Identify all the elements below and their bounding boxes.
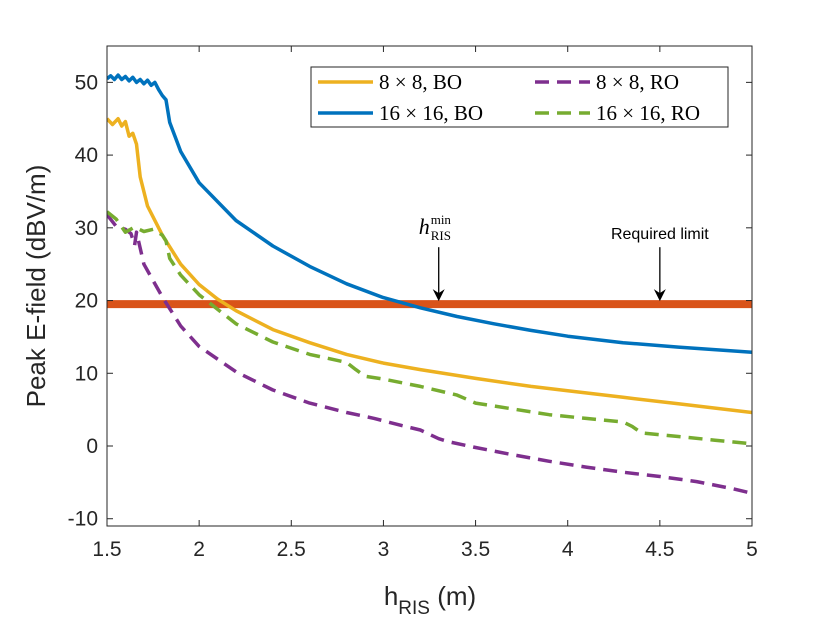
x-tick-label: 1.5: [92, 538, 121, 561]
legend-label-4: 16 × 16, RO: [596, 101, 700, 125]
x-tick-label: 5: [746, 538, 758, 561]
plot-frame: [106, 45, 753, 527]
legend-box: [310, 66, 729, 128]
y-axis-label: Peak E-field (dBV/m): [21, 165, 51, 408]
x-tick-label: 3: [378, 538, 390, 561]
series-line-4: [107, 210, 752, 446]
series-line-3: [107, 213, 752, 496]
x-tick-label: 2.5: [277, 538, 306, 561]
y-tick-label: 30: [75, 217, 98, 240]
y-tick-label: 40: [75, 144, 98, 167]
x-axis-label-unit: (m): [430, 581, 476, 611]
annotation-arrow-head: [432, 289, 445, 302]
x-tick-label: 4.5: [645, 538, 674, 561]
series-line-2: [107, 73, 752, 354]
x-axis-label-sub: RIS: [398, 598, 430, 619]
annotation-hmin-sup: min: [431, 212, 452, 227]
annotation-hmin-base: h: [419, 214, 430, 239]
x-tick-label: 3.5: [461, 538, 490, 561]
y-tick-label: 50: [75, 71, 98, 94]
annotation-arrow-head: [653, 289, 666, 302]
x-axis-label-main: h: [384, 581, 398, 611]
y-tick-label: 20: [75, 290, 98, 313]
y-tick-label: 0: [86, 435, 98, 458]
x-tick-label: 4: [562, 538, 574, 561]
legend: 8 × 8, BO 8 × 8, RO 16 × 16, BO 16 × 16, RO: [310, 66, 729, 128]
annotation-hmin-sub: RIS: [431, 228, 451, 243]
x-axis-label: hRIS (m): [384, 581, 476, 619]
y-tick-label: 10: [75, 362, 98, 385]
legend-label-1: 8 × 8, BO: [379, 70, 462, 94]
annotation-required-limit-label: Required limit: [611, 226, 709, 243]
legend-label-3: 8 × 8, RO: [596, 70, 679, 94]
legend-label-2: 16 × 16, BO: [379, 101, 483, 125]
x-tick-label: 2: [193, 538, 205, 561]
series-line-1: [107, 116, 752, 415]
y-tick-label: -10: [68, 508, 98, 531]
